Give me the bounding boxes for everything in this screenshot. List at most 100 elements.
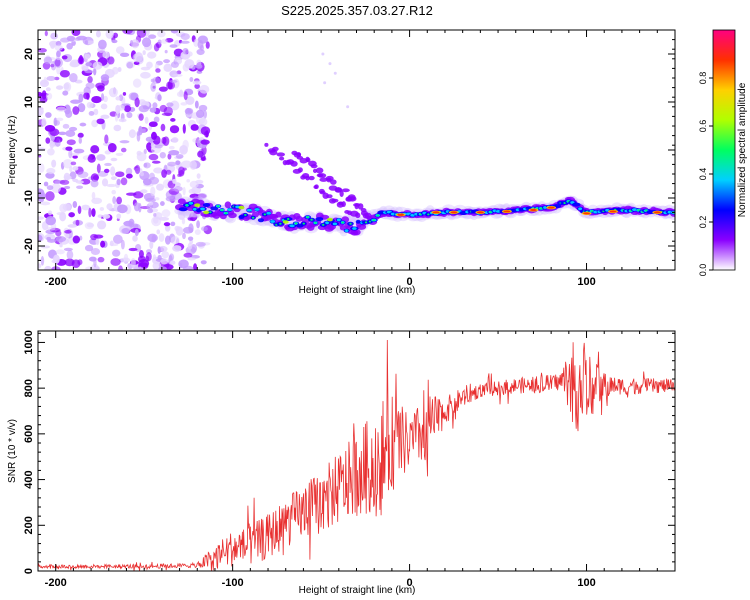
- spectral-blob: [182, 232, 186, 240]
- spectral-blob: [138, 125, 143, 136]
- spectral-blob: [185, 204, 189, 207]
- spectral-blob: [66, 139, 76, 146]
- spectral-blob: [85, 62, 93, 67]
- spectral-blob: [192, 207, 197, 211]
- x-tick-label: 0: [407, 276, 413, 288]
- spectral-blob: [148, 34, 157, 39]
- spectral-blob: [133, 202, 140, 212]
- spectral-blob: [111, 189, 117, 195]
- spectrogram-y-label: Frequency (Hz): [7, 116, 18, 185]
- colorbar-tick-label: 0.4: [698, 168, 708, 181]
- spectral-blob: [104, 150, 112, 155]
- spectral-blob: [61, 55, 68, 60]
- spectral-blob: [45, 216, 57, 226]
- spectral-blob: [46, 226, 56, 231]
- spectral-blob: [149, 240, 154, 250]
- spectral-blob: [314, 221, 317, 224]
- spectral-blob: [150, 186, 156, 197]
- spectral-blob: [55, 117, 64, 122]
- spectral-blob: [326, 217, 333, 222]
- spectral-blob: [62, 123, 70, 129]
- spectral-blob: [170, 221, 176, 227]
- spectral-blob: [120, 177, 128, 186]
- spectral-blob: [182, 186, 186, 196]
- spectral-blob: [195, 179, 204, 184]
- spectral-blob: [328, 62, 332, 66]
- spectral-blob: [200, 207, 205, 211]
- spectral-blob: [547, 206, 555, 209]
- spectral-blob: [107, 56, 115, 65]
- spectral-blob: [355, 212, 361, 219]
- spectral-blob: [325, 175, 334, 181]
- spectral-blob: [322, 223, 325, 226]
- spectral-blob: [224, 201, 232, 209]
- spectral-blob: [257, 218, 265, 223]
- spectral-blob: [188, 201, 194, 205]
- spectral-blob: [177, 211, 186, 220]
- spectral-blob: [43, 181, 49, 187]
- spectral-blob: [49, 40, 59, 47]
- spectral-blob: [111, 39, 118, 44]
- spectral-blob: [195, 109, 205, 119]
- spectral-blob: [102, 214, 111, 219]
- spectral-blob: [572, 202, 581, 207]
- spectral-blob: [147, 51, 157, 59]
- spectral-blob: [109, 243, 119, 247]
- spectral-blob: [251, 216, 255, 219]
- spectral-blob: [170, 236, 180, 245]
- spectral-blob: [95, 238, 100, 246]
- spectral-blob: [129, 39, 134, 47]
- spectral-blob: [72, 155, 78, 159]
- spectral-blob: [158, 233, 165, 242]
- spectral-blob: [333, 71, 337, 75]
- spectral-blob: [102, 51, 110, 59]
- spectral-blob: [180, 40, 190, 44]
- spectral-blob: [167, 153, 172, 160]
- spectral-blob: [196, 173, 201, 179]
- spectral-blob: [63, 247, 73, 252]
- spectrogram-marks: [38, 30, 675, 270]
- colorbar-tick-label: 0.6: [698, 120, 708, 133]
- spectral-blob: [84, 244, 94, 252]
- spectral-blob: [81, 204, 90, 211]
- spectral-blob: [100, 93, 105, 101]
- spectral-blob: [66, 42, 73, 50]
- spectral-blob: [38, 263, 42, 269]
- spectral-blob: [376, 214, 379, 217]
- spectral-blob: [302, 222, 305, 225]
- spectral-blob: [99, 207, 105, 212]
- spectral-blob: [46, 76, 56, 81]
- spectral-blob: [272, 146, 279, 152]
- spectral-blob: [142, 50, 146, 56]
- spectral-blob: [341, 188, 350, 193]
- spectral-blob: [53, 254, 60, 264]
- spectral-blob: [64, 258, 75, 267]
- colorbar-label: Normalized spectral amplitude: [737, 82, 748, 217]
- spectral-blob: [44, 30, 48, 37]
- spectral-blob: [69, 61, 80, 68]
- spectral-blob: [130, 257, 136, 268]
- spectral-blob: [159, 151, 166, 159]
- spectral-blob: [357, 203, 364, 210]
- spectral-blob: [142, 105, 148, 110]
- x-tick-label: -100: [222, 577, 244, 589]
- spectral-blob: [173, 182, 181, 188]
- spectral-blob: [372, 219, 376, 222]
- spectral-blob: [609, 210, 617, 213]
- spectral-blob: [65, 129, 76, 137]
- snr-marks: [38, 339, 675, 571]
- spectral-blob: [83, 92, 90, 100]
- spectral-blob: [120, 239, 125, 250]
- spectral-blob: [194, 203, 201, 207]
- spectral-blob: [69, 72, 78, 83]
- spectral-blob: [96, 220, 107, 230]
- spectral-blob: [100, 103, 108, 110]
- spectral-blob: [202, 202, 211, 207]
- spectral-blob: [115, 152, 124, 156]
- y-tick-label: 0: [23, 147, 35, 153]
- spectral-blob: [128, 92, 137, 101]
- spectral-blob: [170, 118, 176, 122]
- spectral-blob: [189, 77, 194, 82]
- spectral-blob: [205, 41, 210, 49]
- spectral-blob: [204, 130, 209, 138]
